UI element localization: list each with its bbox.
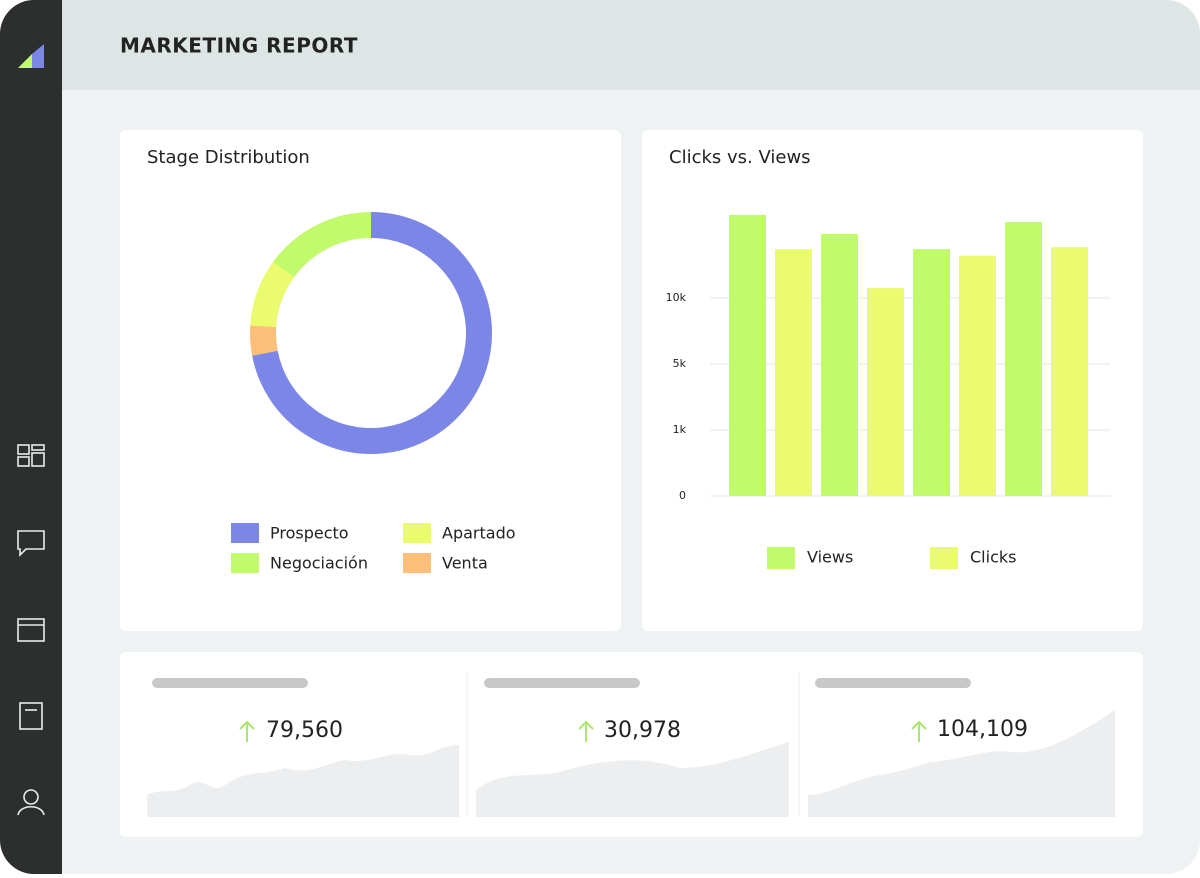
sidebar [0,0,62,874]
bar [1051,247,1088,496]
up-arrow [239,720,927,742]
bar [1005,222,1042,496]
y-tick-label: 10k [666,291,687,304]
legend-swatch [403,523,431,543]
placeholder [152,678,308,688]
legend-label: Apartado [442,524,516,543]
legend-label: Prospecto [270,524,349,543]
bar [775,249,812,496]
placeholder [484,678,640,688]
y-tick-label: 1k [673,423,687,436]
stat-value: 30,978 [604,718,681,743]
donut-slice [249,325,278,356]
legend-label: Clicks [970,548,1016,567]
card [120,130,621,631]
header-bar [62,0,1200,90]
bar [867,288,904,496]
bar [959,255,996,496]
donut-slice [273,212,371,278]
chart-title: Stage Distribution [147,147,310,168]
chart-title: Clicks vs. Views [669,147,811,168]
y-tick-label: 5k [673,357,687,370]
sparkline [808,710,1115,817]
page-title: MARKETING REPORT [120,34,358,58]
stat-value: 79,560 [266,718,343,743]
legend-swatch [930,547,958,569]
logo [18,44,44,68]
legend-label: Negociación [270,554,368,573]
legend-label: Venta [442,554,488,573]
bar [729,214,766,496]
sparkline [476,742,789,817]
bar [913,249,950,496]
stat-value: 104,109 [937,717,1028,742]
legend-swatch [231,523,259,543]
placeholder [815,678,971,688]
y-tick-label: 0 [679,489,686,502]
sparkline [147,745,459,817]
stats: 79,560 30,978 104,109 [147,672,1115,817]
legend-swatch [767,547,795,569]
bar [821,233,858,497]
sidebar-icons[interactable] [17,444,45,816]
legend-label: Views [807,548,853,567]
legend-swatch [231,553,259,573]
legend-swatch [403,553,431,573]
donut-slice [250,261,295,328]
